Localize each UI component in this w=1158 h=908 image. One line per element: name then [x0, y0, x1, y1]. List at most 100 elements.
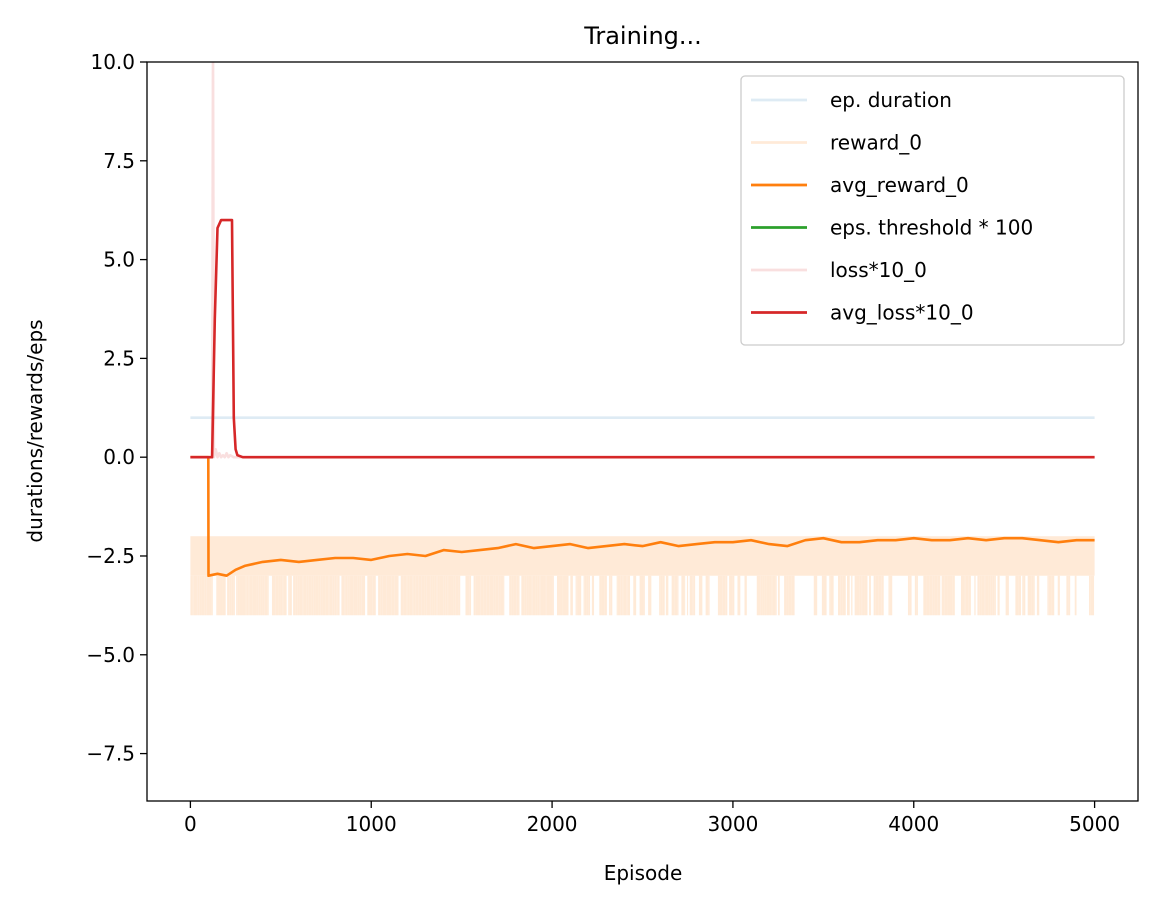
y-tick-label: −5.0 [86, 643, 135, 667]
series-reward-0-spike [227, 575, 230, 616]
series-reward-0-spike [665, 575, 669, 616]
x-tick-label: 2000 [527, 812, 578, 836]
series-reward-0-spike [282, 575, 284, 616]
series-reward-0-spike [239, 575, 243, 616]
series-reward-0-spike [686, 575, 689, 616]
x-tick-label: 5000 [1069, 812, 1120, 836]
series-reward-0-spike [609, 575, 611, 616]
series-reward-0-spike [851, 575, 853, 616]
series-reward-0-spike [403, 575, 407, 616]
series-reward-0-spike [1047, 575, 1049, 616]
series-reward-0-spike [486, 575, 490, 616]
series-reward-0-spike [914, 575, 917, 616]
series-reward-0-spike [190, 575, 193, 616]
series-reward-0-spike [489, 575, 492, 616]
x-axis-label: Episode [604, 861, 683, 885]
series-reward-0-spike [934, 575, 938, 616]
series-reward-0-spike [458, 575, 461, 616]
series-reward-0-spike [249, 575, 253, 616]
series-reward-0-spike [916, 575, 918, 616]
series-reward-0-spike [491, 575, 494, 616]
series-reward-0-spike [627, 575, 631, 616]
axis-ticks: 0 1000 2000 3000 4000 5000 −7.5 −5.0 −2.5 0.0 2.5 5… [86, 50, 1120, 836]
series-reward-0-spike [719, 575, 723, 616]
plot-area [190, 62, 1095, 616]
series-reward-0-spike [722, 575, 726, 616]
series-reward-0-spike [937, 575, 941, 616]
x-tick-label: 3000 [707, 812, 758, 836]
series-reward-0-spike [830, 575, 834, 616]
series-reward-0-spike [587, 575, 589, 616]
series-reward-0-spike [840, 575, 843, 616]
series-reward-0-spike [588, 575, 591, 616]
series-reward-0-spike [878, 575, 882, 616]
series-reward-0-spike [192, 575, 194, 616]
series-reward-0-spike [549, 575, 553, 616]
series-reward-0-spike [308, 575, 311, 616]
series-reward-0-spike [480, 575, 484, 616]
legend-label: reward_0 [830, 131, 922, 155]
series-reward-0-spike [616, 575, 618, 616]
series-reward-0-spike [950, 575, 953, 616]
series-reward-0-spike [671, 575, 675, 616]
series-reward-0-spike [562, 575, 564, 616]
series-reward-0-spike [535, 575, 538, 616]
series-reward-0-spike [737, 575, 741, 616]
series-reward-0-spike [357, 575, 360, 616]
series-reward-0-spike [997, 575, 1000, 616]
series-reward-0-spike [415, 575, 417, 616]
series-reward-0-spike [610, 575, 613, 616]
series-reward-0-spike [295, 575, 298, 616]
series-reward-0-spike [280, 575, 283, 616]
series-reward-0-spike [297, 575, 300, 616]
series-reward-0-spike [509, 575, 512, 616]
series-reward-0-spike [380, 575, 383, 616]
series-reward-0-spike [566, 575, 569, 616]
series-reward-0-spike [513, 575, 517, 616]
series-reward-0-spike [345, 575, 348, 616]
series-reward-0-spike [278, 575, 281, 616]
series-reward-0-spike [1066, 575, 1069, 616]
series-reward-0-spike [1031, 575, 1034, 616]
series-reward-0-spike [854, 575, 857, 616]
series-loss-10-0-line [190, 62, 1095, 459]
legend: ep. duration reward_0 avg_reward_0 eps. thr… [740, 75, 1125, 346]
series-reward-0-spike [575, 575, 577, 616]
series-reward-0-spike [617, 575, 621, 616]
series-reward-0-spike [391, 575, 395, 616]
series-reward-0-spike [447, 575, 449, 616]
series-reward-0-spike [837, 575, 841, 616]
series-reward-0-spike [288, 575, 290, 616]
series-reward-0-spike [873, 575, 876, 616]
series-reward-0-spike [355, 575, 358, 616]
series-reward-0-spike [968, 575, 971, 616]
series-reward-0-spike [473, 575, 476, 616]
series-reward-0-spike [209, 575, 212, 616]
series-reward-0-spike [211, 575, 213, 616]
legend-label: eps. threshold * 100 [830, 216, 1033, 240]
series-reward-0-spike [929, 575, 933, 616]
series-reward-0-spike [793, 575, 795, 616]
series-reward-0-band [190, 536, 1095, 616]
series-reward-0-spike [439, 575, 444, 616]
series-reward-0-spike [382, 575, 387, 616]
series-reward-0-spike [944, 575, 948, 616]
series-reward-0-spike [526, 575, 529, 616]
series-reward-0-spike [1088, 575, 1091, 616]
series-reward-0-spike [409, 575, 413, 616]
series-reward-0-spike [643, 575, 645, 616]
series-reward-0-spike [907, 575, 910, 616]
series-reward-0-spike [698, 575, 703, 616]
series-reward-0-spike [412, 575, 414, 616]
series-reward-0-spike [563, 575, 567, 616]
x-tick-label: 4000 [888, 812, 939, 836]
series-reward-0-spike [545, 575, 547, 616]
series-reward-0-spike [768, 575, 770, 616]
series-reward-0-spike [985, 575, 989, 616]
series-reward-0-spike [659, 575, 661, 616]
series-reward-0-spike [334, 575, 337, 616]
series-reward-0-spike [952, 575, 955, 616]
series-reward-0-spike [500, 575, 504, 616]
series-reward-0-spike [531, 575, 533, 616]
